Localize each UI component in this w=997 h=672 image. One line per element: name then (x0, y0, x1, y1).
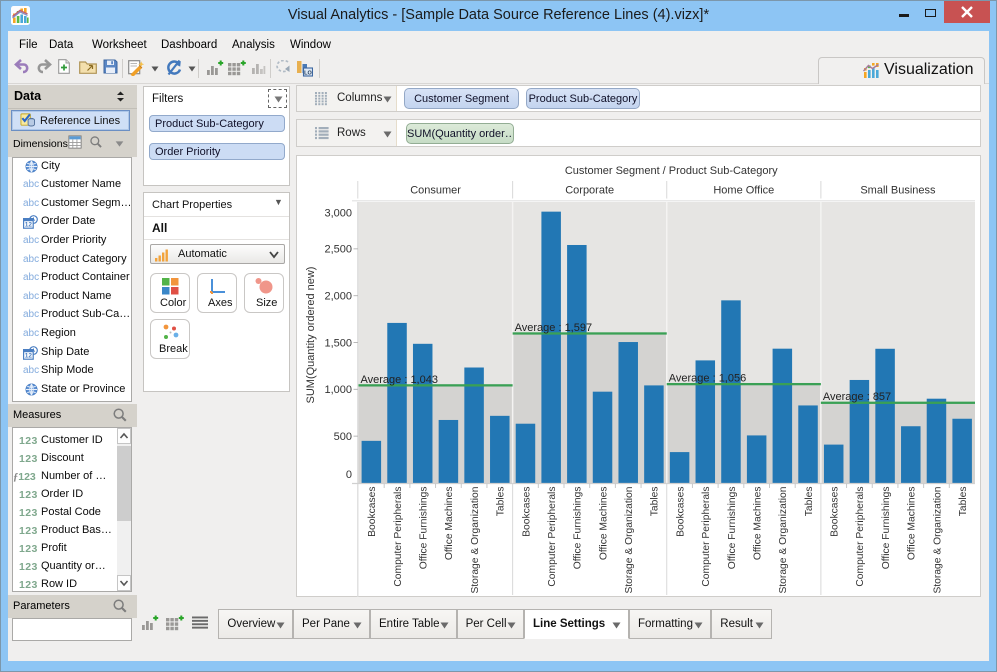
svg-text:Computer Peripherals: Computer Peripherals (855, 487, 866, 587)
svg-text:Computer Peripherals: Computer Peripherals (547, 487, 558, 587)
svg-text:2,500: 2,500 (324, 244, 352, 256)
svg-text:Tables: Tables (804, 487, 815, 517)
svg-text:Office Furnishings: Office Furnishings (727, 487, 738, 570)
svg-text:Bookcases: Bookcases (675, 487, 686, 537)
svg-text:Average : 1,597: Average : 1,597 (515, 322, 592, 334)
svg-text:Office Machines: Office Machines (444, 487, 455, 561)
svg-text:Bookcases: Bookcases (830, 487, 841, 537)
svg-text:Average : 857: Average : 857 (823, 391, 891, 403)
svg-text:Bookcases: Bookcases (521, 487, 532, 537)
svg-text:Storage & Organization: Storage & Organization (470, 486, 481, 593)
svg-text:SUM(Quantity ordered new): SUM(Quantity ordered new) (305, 267, 317, 404)
svg-text:Average : 1,043: Average : 1,043 (361, 374, 438, 386)
svg-text:Storage & Organization: Storage & Organization (778, 486, 789, 593)
svg-text:Tables: Tables (650, 487, 661, 517)
svg-text:Office Machines: Office Machines (907, 487, 918, 561)
svg-text:Bookcases: Bookcases (367, 487, 378, 537)
svg-text:Tables: Tables (958, 487, 969, 517)
svg-text:12: 12 (25, 352, 33, 359)
svg-text:0: 0 (346, 469, 352, 481)
svg-text:Office Machines: Office Machines (752, 487, 763, 561)
svg-text:2,000: 2,000 (324, 291, 352, 303)
svg-text:Corporate: Corporate (565, 185, 614, 197)
svg-text:3,000: 3,000 (324, 208, 352, 220)
svg-text:Computer Peripherals: Computer Peripherals (393, 487, 404, 587)
svg-text:LO: LO (304, 71, 312, 77)
svg-text:1,000: 1,000 (324, 384, 352, 396)
svg-text:Storage & Organization: Storage & Organization (932, 486, 943, 593)
svg-text:Home Office: Home Office (713, 185, 774, 197)
svg-text:12: 12 (25, 222, 33, 229)
svg-text:1,500: 1,500 (324, 337, 352, 349)
svg-text:Office Furnishings: Office Furnishings (419, 487, 430, 570)
svg-text:Small Business: Small Business (860, 185, 936, 197)
svg-text:Tables: Tables (496, 487, 507, 517)
svg-text:500: 500 (334, 431, 352, 443)
svg-text:Customer Segment / Product Sub: Customer Segment / Product Sub-Category (565, 165, 778, 177)
svg-text:Office Machines: Office Machines (598, 487, 609, 561)
svg-text:Computer Peripherals: Computer Peripherals (701, 487, 712, 587)
svg-text:Consumer: Consumer (410, 185, 461, 197)
svg-text:Average : 1,056: Average : 1,056 (669, 373, 746, 385)
svg-text:Office Furnishings: Office Furnishings (881, 487, 892, 570)
svg-text:Office Furnishings: Office Furnishings (573, 487, 584, 570)
svg-text:Storage & Organization: Storage & Organization (624, 486, 635, 593)
